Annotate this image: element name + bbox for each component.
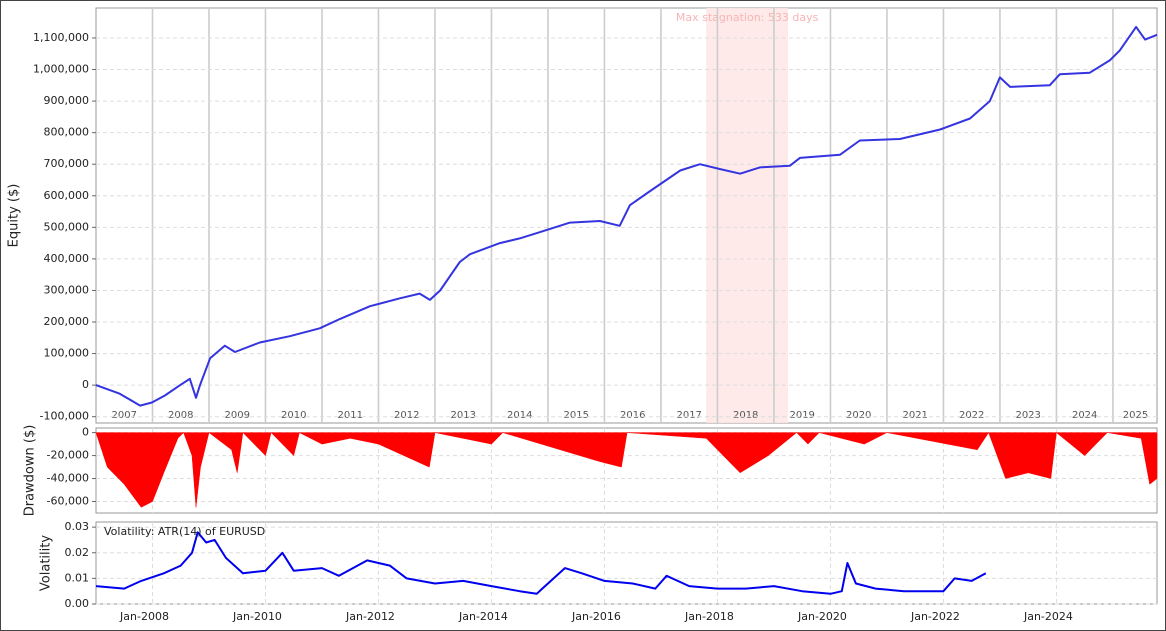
year-label: 2024 <box>1072 410 1097 421</box>
y-tick-label: -60,000 <box>47 495 89 508</box>
y-tick-label: 1,100,000 <box>33 31 89 44</box>
year-label: 2017 <box>676 410 701 421</box>
y-tick-label: 0.01 <box>65 571 90 584</box>
x-tick-label: Jan-2010 <box>232 610 282 623</box>
y-axis-label: Equity ($) <box>7 184 22 248</box>
line <box>95 25 1158 407</box>
y-tick-label: 700,000 <box>44 157 90 170</box>
line <box>95 531 987 595</box>
year-label: 2015 <box>563 410 588 421</box>
stagnation-band <box>706 8 789 423</box>
y-axis-label: Volatility <box>39 535 54 591</box>
y-tick-label: 0 <box>82 378 89 391</box>
x-tick-label: Jan-2016 <box>571 610 621 623</box>
y-tick-label: -20,000 <box>47 449 89 462</box>
year-label: 2007 <box>112 410 137 421</box>
x-tick-label: Jan-2024 <box>1023 610 1073 623</box>
year-label: 2025 <box>1123 410 1148 421</box>
area <box>95 432 1158 508</box>
y-tick-label: 400,000 <box>44 252 90 265</box>
year-label: 2021 <box>902 410 927 421</box>
x-tick-label: Jan-2020 <box>797 610 847 623</box>
y-tick-label: 200,000 <box>44 315 90 328</box>
year-label: 2016 <box>620 410 645 421</box>
x-tick-label: Jan-2014 <box>458 610 508 623</box>
legend-label: Volatility: ATR(14) of EURUSD <box>104 525 265 538</box>
y-tick-label: 0.02 <box>65 546 90 559</box>
y-tick-label: 300,000 <box>44 283 90 296</box>
y-tick-label: -40,000 <box>47 472 89 485</box>
y-tick-label: 900,000 <box>44 94 90 107</box>
year-label: 2022 <box>959 410 984 421</box>
year-label: 2010 <box>281 410 306 421</box>
x-tick-label: Jan-2008 <box>119 610 169 623</box>
annotation: Max stagnation: 533 days <box>676 11 819 24</box>
y-tick-label: 600,000 <box>44 189 90 202</box>
y-tick-label: 800,000 <box>44 126 90 139</box>
year-label: 2012 <box>394 410 419 421</box>
y-tick-label: -100,000 <box>40 410 89 423</box>
year-label: 2019 <box>789 410 814 421</box>
x-tick-label: Jan-2022 <box>910 610 960 623</box>
year-label: 2009 <box>225 410 250 421</box>
year-label: 2011 <box>338 410 363 421</box>
y-tick-label: 100,000 <box>44 347 90 360</box>
y-tick-label: 0 <box>82 426 89 439</box>
year-label: 2013 <box>450 410 475 421</box>
y-tick-label: 0.00 <box>65 597 90 610</box>
x-tick-label: Jan-2018 <box>684 610 734 623</box>
y-tick-label: 1,000,000 <box>33 63 89 76</box>
plot-area <box>95 7 1158 424</box>
year-label: 2008 <box>168 410 193 421</box>
x-tick-label: Jan-2012 <box>345 610 395 623</box>
y-tick-label: 0.03 <box>65 520 90 533</box>
year-label: 2023 <box>1015 410 1040 421</box>
y-axis-label: Drawdown ($) <box>23 425 38 517</box>
year-label: 2018 <box>733 410 758 421</box>
year-label: 2020 <box>846 410 871 421</box>
year-label: 2014 <box>507 410 532 421</box>
y-tick-label: 500,000 <box>44 220 90 233</box>
